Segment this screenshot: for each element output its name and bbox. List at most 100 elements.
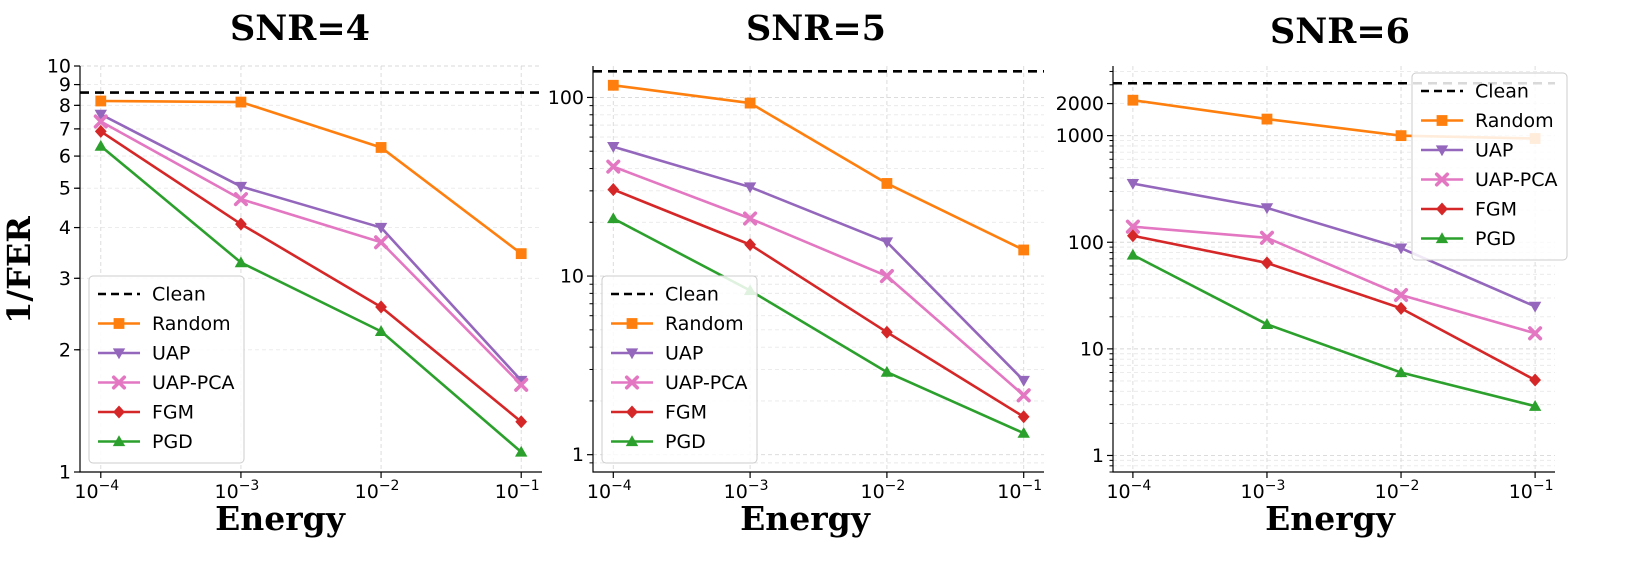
x-tick-label: 10−4: [587, 478, 632, 503]
series-line-uap-pca: [100, 120, 523, 386]
data-point-uap-pca: [1016, 388, 1031, 403]
legend-marker-uap: [625, 348, 639, 360]
panel-snr6: 1 10 100 1000 2000 10−4 10−3 10−2 10−1 SNR=6 Energ…: [1056, 11, 1568, 538]
legend-marker-uap-pca: [1434, 172, 1450, 187]
data-point-uap-pca: [1125, 219, 1140, 234]
legend-label-uap: UAP: [665, 343, 703, 365]
data-point-uap-pca: [879, 269, 894, 284]
data-point-pgd: [234, 256, 248, 268]
legend-marker-random: [1436, 115, 1448, 126]
legend: Clean Random UAP UAP-PCA FGM PGD: [88, 275, 245, 464]
data-point-random: [235, 96, 247, 108]
data-point-uap-pca: [1393, 287, 1409, 303]
legend-label-uap-pca: UAP-PCA: [152, 372, 235, 394]
series-line-pgd: [1132, 253, 1536, 408]
data-point-pgd: [1017, 426, 1030, 438]
data-point-uap-pca: [606, 159, 621, 174]
data-point-uap: [1017, 375, 1030, 387]
data-point-uap: [1394, 243, 1408, 255]
data-point-uap-pca: [374, 235, 389, 250]
y-tick-label: 10: [1080, 338, 1104, 360]
legend-label-clean: Clean: [1475, 81, 1529, 103]
x-tick-label: 10−3: [1241, 478, 1286, 503]
data-point-uap-pca: [233, 192, 248, 207]
data-point-pgd: [1394, 366, 1408, 378]
legend-marker-random: [626, 318, 638, 329]
legend-marker-fgm: [626, 405, 638, 419]
legend-label-fgm: FGM: [152, 402, 194, 424]
series-uap: [1126, 178, 1542, 313]
y-tick-label: 7: [59, 118, 71, 140]
data-point-fgm: [881, 325, 893, 339]
series-uap-pca: [93, 114, 529, 392]
y-tick-label: 2: [59, 339, 71, 361]
legend-label-pgd: PGD: [665, 431, 706, 453]
data-point-uap: [880, 237, 894, 249]
legend-label-random: Random: [152, 313, 231, 335]
series-line-fgm: [1132, 234, 1536, 382]
chart-title: SNR=6: [1270, 11, 1410, 52]
x-tick-label: 10−4: [1106, 478, 1151, 503]
data-point-fgm: [515, 415, 528, 429]
y-tick-label: 1: [59, 462, 71, 484]
data-point-uap-pca: [514, 377, 529, 392]
legend: Clean Random UAP UAP-PCA FGM PGD: [1411, 72, 1568, 261]
legend-label-uap-pca: UAP-PCA: [665, 372, 748, 394]
legend-label-clean: Clean: [665, 284, 719, 306]
series-line-fgm: [612, 188, 1025, 418]
data-point-fgm: [607, 183, 620, 197]
data-point-uap-pca: [743, 211, 758, 226]
legend-label-fgm: FGM: [1475, 199, 1517, 221]
series-line-uap-pca: [612, 165, 1025, 397]
data-point-random: [1127, 94, 1139, 106]
legend-marker-uap-pca: [111, 375, 127, 390]
data-point-fgm: [744, 238, 756, 252]
x-tick-label: 10−3: [215, 478, 260, 503]
x-axis-label: Energy: [215, 499, 346, 538]
chart-title: SNR=5: [746, 8, 886, 49]
data-point-fgm: [1017, 410, 1030, 424]
data-point-fgm: [1529, 373, 1541, 387]
legend-marker-fgm: [113, 405, 125, 419]
axis-spines: [592, 66, 1044, 473]
data-point-random: [95, 95, 107, 107]
series-uap: [94, 109, 528, 387]
series-random: [607, 79, 1030, 256]
data-point-uap: [743, 182, 757, 194]
data-point-uap-pca: [1259, 230, 1275, 245]
data-point-uap: [94, 109, 107, 121]
x-tick-label: 10−2: [355, 478, 400, 503]
data-point-uap: [515, 375, 528, 387]
data-point-fgm: [1395, 301, 1407, 315]
series-pgd: [94, 139, 528, 457]
legend-marker-fgm: [1436, 202, 1448, 216]
data-point-uap: [374, 222, 388, 234]
series-fgm: [1127, 229, 1541, 387]
series-line-uap: [612, 145, 1025, 382]
series-fgm: [607, 183, 1030, 424]
data-point-pgd: [1126, 248, 1140, 260]
data-point-fgm: [1261, 256, 1273, 270]
data-point-random: [881, 178, 893, 189]
y-tick-label: 100: [1068, 232, 1104, 254]
data-point-random: [515, 248, 527, 260]
data-point-uap-pca: [93, 114, 108, 129]
legend-marker-random: [113, 318, 125, 329]
legend-marker-uap-pca: [624, 375, 640, 390]
data-point-uap: [1260, 203, 1274, 215]
y-tick-label: 6: [59, 146, 71, 168]
y-tick-label: 5: [59, 178, 71, 200]
data-point-uap: [234, 181, 248, 193]
legend-marker-pgd: [625, 435, 639, 447]
series-line-uap: [100, 113, 523, 382]
x-axis-label: Energy: [740, 499, 871, 538]
data-point-fgm: [94, 124, 107, 138]
y-tick-label: 8: [59, 95, 71, 117]
legend-marker-pgd: [112, 435, 126, 447]
series-uap-pca: [606, 159, 1031, 403]
chart-title: SNR=4: [230, 8, 370, 49]
legend-label-random: Random: [1475, 110, 1554, 132]
series-line-uap: [1132, 182, 1536, 308]
legend-label-fgm: FGM: [665, 402, 707, 424]
